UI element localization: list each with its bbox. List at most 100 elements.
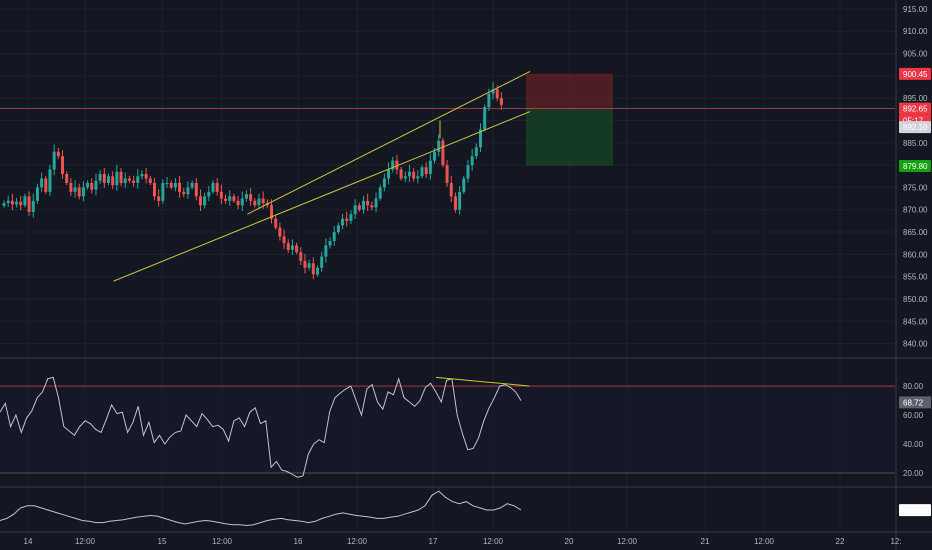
candle[interactable] — [378, 184, 382, 201]
rsi-line[interactable] — [0, 376, 522, 478]
candle[interactable] — [132, 175, 136, 187]
candle[interactable] — [407, 164, 411, 182]
candle[interactable] — [491, 82, 495, 100]
candle[interactable] — [303, 253, 307, 274]
candle[interactable] — [437, 134, 441, 157]
candle[interactable] — [236, 195, 240, 210]
candle[interactable] — [453, 192, 457, 213]
candle[interactable] — [316, 265, 319, 277]
candle[interactable] — [140, 170, 144, 180]
candle[interactable] — [232, 193, 236, 203]
candle[interactable] — [61, 150, 65, 179]
candle[interactable] — [90, 178, 94, 194]
candle[interactable] — [420, 164, 424, 179]
candle[interactable] — [290, 239, 294, 255]
candle[interactable] — [81, 181, 85, 202]
candle[interactable] — [299, 247, 303, 265]
candle[interactable] — [224, 194, 228, 204]
candle[interactable] — [286, 239, 290, 253]
candle[interactable] — [349, 210, 353, 224]
candle[interactable] — [52, 144, 56, 176]
candle[interactable] — [412, 168, 416, 182]
candle[interactable] — [244, 190, 248, 202]
candle[interactable] — [336, 222, 340, 235]
candle[interactable] — [366, 193, 370, 211]
candle[interactable] — [215, 178, 219, 196]
candle[interactable] — [228, 190, 232, 206]
candle[interactable] — [399, 166, 403, 181]
oscillator-line[interactable] — [0, 490, 522, 527]
candle[interactable] — [391, 156, 395, 173]
candle[interactable] — [270, 199, 274, 224]
candle[interactable] — [403, 171, 407, 183]
candle[interactable] — [144, 168, 148, 184]
candle[interactable] — [123, 172, 127, 188]
candle[interactable] — [98, 170, 102, 184]
candle[interactable] — [324, 238, 328, 263]
candle[interactable] — [115, 164, 119, 191]
candle[interactable] — [240, 191, 244, 211]
candle[interactable] — [320, 251, 324, 272]
candle[interactable] — [27, 191, 31, 216]
candle[interactable] — [161, 179, 165, 204]
candle[interactable] — [69, 178, 73, 196]
candle[interactable] — [382, 173, 386, 192]
candle[interactable] — [449, 175, 453, 203]
candle[interactable] — [470, 149, 474, 171]
candle[interactable] — [458, 185, 462, 215]
candle[interactable] — [111, 171, 115, 190]
candle[interactable] — [186, 181, 190, 199]
candle[interactable] — [479, 123, 483, 153]
candle[interactable] — [395, 154, 399, 175]
candlestick-series[interactable] — [2, 82, 503, 280]
candle[interactable] — [462, 175, 466, 195]
candle[interactable] — [107, 173, 110, 186]
candle[interactable] — [173, 178, 177, 192]
candle[interactable] — [353, 199, 357, 220]
candle[interactable] — [6, 195, 10, 207]
candle[interactable] — [483, 104, 487, 132]
candle[interactable] — [357, 202, 361, 212]
candle[interactable] — [2, 200, 6, 208]
candle[interactable] — [198, 189, 202, 211]
candle[interactable] — [94, 173, 98, 196]
candle[interactable] — [65, 171, 69, 186]
candle[interactable] — [345, 211, 349, 227]
oscillator-pane[interactable] — [0, 490, 522, 527]
candle[interactable] — [203, 192, 207, 209]
candle[interactable] — [370, 201, 374, 211]
candle[interactable] — [332, 226, 336, 246]
candle[interactable] — [499, 92, 503, 110]
candle[interactable] — [211, 180, 215, 195]
candle[interactable] — [278, 222, 282, 241]
candle[interactable] — [190, 180, 194, 190]
candle[interactable] — [328, 237, 332, 249]
candle[interactable] — [361, 195, 365, 214]
candle[interactable] — [169, 180, 173, 190]
candle[interactable] — [374, 192, 378, 213]
candle[interactable] — [253, 198, 257, 208]
candle[interactable] — [40, 172, 44, 193]
candle[interactable] — [119, 168, 123, 186]
candle[interactable] — [19, 195, 23, 211]
candle[interactable] — [152, 178, 156, 201]
candle[interactable] — [157, 189, 161, 207]
candle[interactable] — [10, 193, 14, 211]
candle[interactable] — [73, 180, 77, 198]
candle[interactable] — [178, 175, 182, 198]
candle[interactable] — [102, 168, 106, 188]
candle[interactable] — [35, 183, 39, 204]
candle[interactable] — [44, 175, 48, 195]
candle[interactable] — [474, 143, 478, 160]
candle[interactable] — [56, 147, 60, 160]
candle[interactable] — [249, 188, 253, 206]
candle[interactable] — [165, 176, 169, 188]
candle[interactable] — [295, 242, 299, 255]
candle[interactable] — [194, 178, 198, 201]
candle[interactable] — [416, 170, 420, 184]
candle[interactable] — [48, 164, 52, 196]
candle[interactable] — [307, 259, 311, 271]
candle[interactable] — [77, 183, 81, 200]
position-zones[interactable] — [0, 73, 895, 167]
candle[interactable] — [127, 175, 131, 183]
